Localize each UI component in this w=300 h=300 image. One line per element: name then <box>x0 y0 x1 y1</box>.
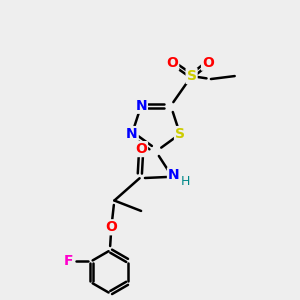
Text: O: O <box>105 220 117 234</box>
Text: S: S <box>175 127 185 141</box>
Text: N: N <box>135 99 147 113</box>
Text: F: F <box>64 254 73 268</box>
Text: O: O <box>135 142 147 156</box>
Text: N: N <box>126 127 138 141</box>
Text: S: S <box>187 69 196 83</box>
Text: N: N <box>168 168 180 182</box>
Text: O: O <box>166 56 178 70</box>
Text: O: O <box>202 56 214 70</box>
Text: H: H <box>181 175 190 188</box>
